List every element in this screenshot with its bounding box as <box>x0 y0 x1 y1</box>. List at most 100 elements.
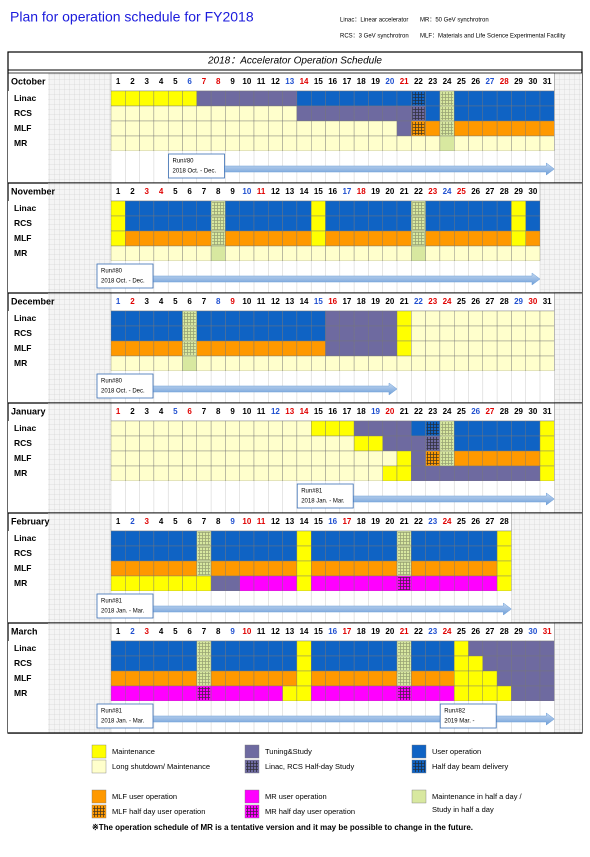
row-name: MLF <box>14 123 31 133</box>
half-day-hatch <box>197 687 211 700</box>
schedule-cell <box>268 90 283 107</box>
schedule-cell <box>196 105 212 122</box>
schedule-cell <box>196 325 212 342</box>
schedule-cell <box>311 545 326 562</box>
schedule-cell <box>139 310 155 327</box>
schedule-cell <box>268 230 283 247</box>
schedule-cell <box>225 340 240 357</box>
schedule-cell <box>153 355 169 372</box>
schedule-cell <box>454 575 469 592</box>
day-number: 23 <box>428 77 437 86</box>
schedule-cell <box>125 640 140 657</box>
run-arrow <box>208 162 555 176</box>
schedule-cell <box>353 670 369 687</box>
run-box <box>96 703 154 729</box>
schedule-cell <box>339 120 355 137</box>
day-number: 6 <box>187 407 192 416</box>
schedule-cell <box>225 575 240 592</box>
half-day-hatch <box>412 92 425 105</box>
schedule-cell <box>167 450 183 467</box>
day-number: 15 <box>314 407 323 416</box>
schedule-cell <box>311 655 326 672</box>
schedule-cell <box>182 560 198 577</box>
schedule-cell <box>268 560 283 577</box>
abbreviation: RCS：3 GeV synchrotron <box>340 34 409 40</box>
schedule-cell <box>382 655 398 672</box>
day-number: 18 <box>357 187 366 196</box>
half-day-hatch <box>398 687 411 700</box>
half-day-hatch <box>412 107 425 120</box>
schedule-cell <box>482 640 498 657</box>
schedule-cell <box>325 90 341 107</box>
day-number: 22 <box>414 627 423 636</box>
schedule-cell <box>296 105 312 122</box>
schedule-cell <box>167 685 183 702</box>
schedule-cell <box>239 120 255 137</box>
schedule-cell <box>153 545 169 562</box>
schedule-cell <box>196 355 212 372</box>
schedule-cell <box>296 355 312 372</box>
schedule-cell <box>296 120 312 137</box>
schedule-cell <box>167 545 183 562</box>
schedule-cell <box>382 685 398 702</box>
schedule-cell <box>239 420 255 437</box>
schedule-cell <box>382 90 398 107</box>
schedule-cell <box>511 200 526 217</box>
schedule-cell <box>139 670 155 687</box>
schedule-cell <box>439 670 455 687</box>
row-name: RCS <box>14 108 32 118</box>
day-number: 15 <box>314 77 323 86</box>
schedule-cell <box>282 325 298 342</box>
day-number: 31 <box>543 297 552 306</box>
schedule-cell <box>511 685 526 702</box>
schedule-cell <box>482 200 498 217</box>
day-number: 23 <box>428 187 437 196</box>
schedule-cell <box>210 575 226 592</box>
schedule-cell <box>253 245 269 262</box>
schedule-cell <box>125 450 140 467</box>
schedule-cell <box>239 90 255 107</box>
legend-label: MLF user operation <box>112 792 177 801</box>
schedule-cell <box>353 325 369 342</box>
schedule-cell <box>110 355 126 372</box>
schedule-cell <box>311 560 326 577</box>
legend-label: Linac, RCS Half-day Study <box>265 762 354 771</box>
schedule-cell <box>539 685 555 702</box>
schedule-cell <box>439 135 455 152</box>
schedule-cell <box>110 655 126 672</box>
schedule-cell <box>339 655 355 672</box>
schedule-cell <box>454 560 469 577</box>
schedule-cell <box>439 530 455 547</box>
schedule-cell <box>539 465 555 482</box>
schedule-cell <box>311 200 326 217</box>
day-number: 25 <box>457 407 466 416</box>
day-number: 25 <box>457 77 466 86</box>
schedule-cell <box>182 655 198 672</box>
schedule-cell <box>482 575 498 592</box>
schedule-cell <box>239 685 255 702</box>
schedule-cell <box>311 530 326 547</box>
schedule-cell <box>139 200 155 217</box>
day-number: 8 <box>216 77 221 86</box>
run-period: 2018 Oct. - Dec. <box>101 389 145 395</box>
row-name: RCS <box>14 438 32 448</box>
day-number: 21 <box>400 77 409 86</box>
schedule-cell <box>125 310 140 327</box>
schedule-cell <box>268 200 283 217</box>
row-name: RCS <box>14 658 32 668</box>
day-number: 27 <box>485 297 494 306</box>
schedule-cell <box>425 655 441 672</box>
schedule-cell <box>253 450 269 467</box>
schedule-cell <box>167 670 183 687</box>
schedule-cell <box>339 465 355 482</box>
day-number: 3 <box>145 187 150 196</box>
day-number: 10 <box>242 407 251 416</box>
schedule-cell <box>368 435 383 452</box>
schedule-cell <box>353 135 369 152</box>
schedule-cell <box>482 105 498 122</box>
schedule-cell <box>268 245 283 262</box>
schedule-cell <box>496 465 512 482</box>
day-number: 30 <box>528 627 537 636</box>
schedule-cell <box>210 420 226 437</box>
